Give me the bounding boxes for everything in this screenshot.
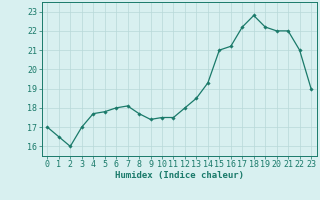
X-axis label: Humidex (Indice chaleur): Humidex (Indice chaleur) [115, 171, 244, 180]
